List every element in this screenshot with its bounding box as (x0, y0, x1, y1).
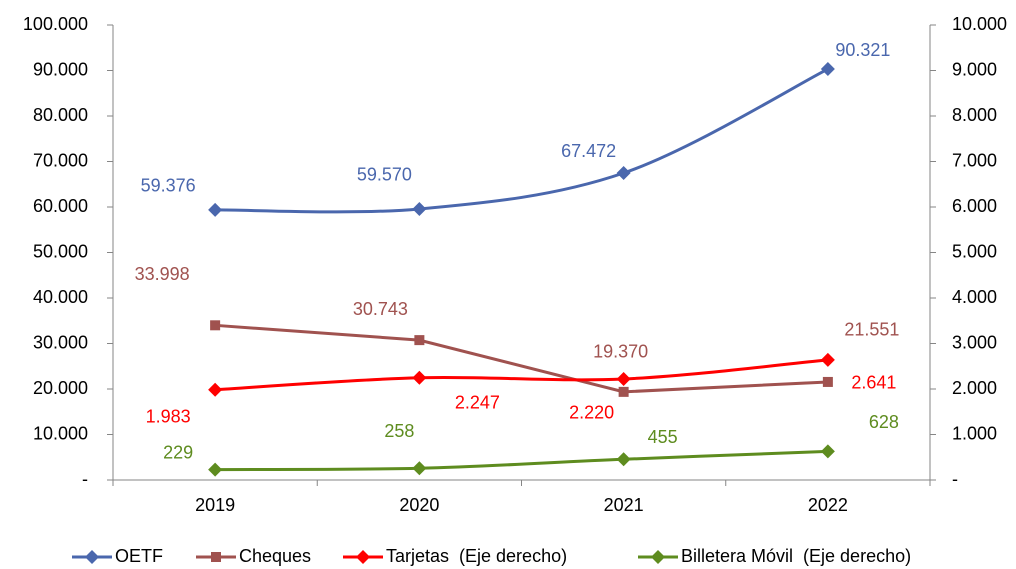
x-tick-label: 2019 (195, 495, 235, 515)
y2-tick-label: 8.000 (952, 105, 997, 125)
legend-marker (651, 550, 665, 564)
data-point (822, 376, 833, 387)
y2-tick-label: 5.000 (952, 241, 997, 261)
data-label: 2.641 (851, 373, 896, 393)
y-tick-label: 10.000 (33, 423, 88, 443)
data-point (820, 352, 835, 367)
y-tick-label: 80.000 (33, 105, 88, 125)
y2-tick-label: 2.000 (952, 378, 997, 398)
data-point (208, 382, 223, 397)
legend-marker (85, 550, 99, 564)
x-tick-label: 2022 (808, 495, 848, 515)
series-line (215, 323, 828, 394)
data-label: 628 (869, 412, 899, 432)
legend-label: Tarjetas (Eje derecho) (386, 546, 567, 566)
data-label: 2.247 (455, 393, 500, 413)
data-point (412, 370, 427, 385)
y2-tick-label: 9.000 (952, 59, 997, 79)
legend-label: Billetera Móvil (Eje derecho) (681, 546, 911, 566)
series-line (215, 67, 829, 214)
data-point (412, 201, 427, 216)
y-tick-label: 70.000 (33, 150, 88, 170)
data-label: 229 (163, 442, 193, 462)
y2-tick-label: 7.000 (952, 150, 997, 170)
data-label: 1.983 (146, 407, 191, 427)
data-label: 21.551 (844, 320, 899, 340)
data-label: 59.570 (357, 165, 412, 185)
data-point (412, 461, 427, 476)
y2-tick-label: 4.000 (952, 287, 997, 307)
y-tick-label: 90.000 (33, 59, 88, 79)
legend-label: OETF (115, 546, 163, 566)
series-line (215, 358, 829, 392)
x-tick-label: 2021 (604, 495, 644, 515)
y-tick-label: 100.000 (23, 14, 88, 34)
y2-tick-label: 10.000 (952, 14, 1007, 34)
legend-marker (356, 550, 370, 564)
data-point (208, 462, 223, 477)
data-label: 67.472 (561, 141, 616, 161)
y-tick-label: 60.000 (33, 196, 88, 216)
data-point (820, 62, 835, 77)
data-point (414, 335, 425, 346)
data-point (208, 202, 223, 217)
y-tick-label: - (82, 469, 88, 489)
data-label: 2.220 (569, 403, 614, 423)
y2-tick-label: 3.000 (952, 332, 997, 352)
y2-tick-label: - (952, 469, 958, 489)
x-tick-label: 2020 (399, 495, 439, 515)
data-label: 258 (384, 421, 414, 441)
y-tick-label: 30.000 (33, 332, 88, 352)
y-tick-label: 50.000 (33, 241, 88, 261)
series-line (215, 449, 828, 472)
data-point (616, 166, 631, 181)
data-label: 455 (648, 427, 678, 447)
data-point (820, 444, 835, 459)
data-label: 19.370 (593, 342, 648, 362)
y-tick-label: 40.000 (33, 287, 88, 307)
data-point (618, 386, 629, 397)
y2-tick-label: 1.000 (952, 423, 997, 443)
data-point (616, 452, 631, 467)
y2-tick-label: 6.000 (952, 196, 997, 216)
legend-marker (211, 552, 221, 562)
data-label: 90.321 (835, 40, 890, 60)
data-label: 33.998 (135, 264, 190, 284)
data-point (210, 320, 221, 331)
y-tick-label: 20.000 (33, 378, 88, 398)
legend-label: Cheques (239, 546, 311, 566)
data-point (616, 371, 631, 386)
data-label: 30.743 (353, 299, 408, 319)
data-label: 59.376 (141, 176, 196, 196)
